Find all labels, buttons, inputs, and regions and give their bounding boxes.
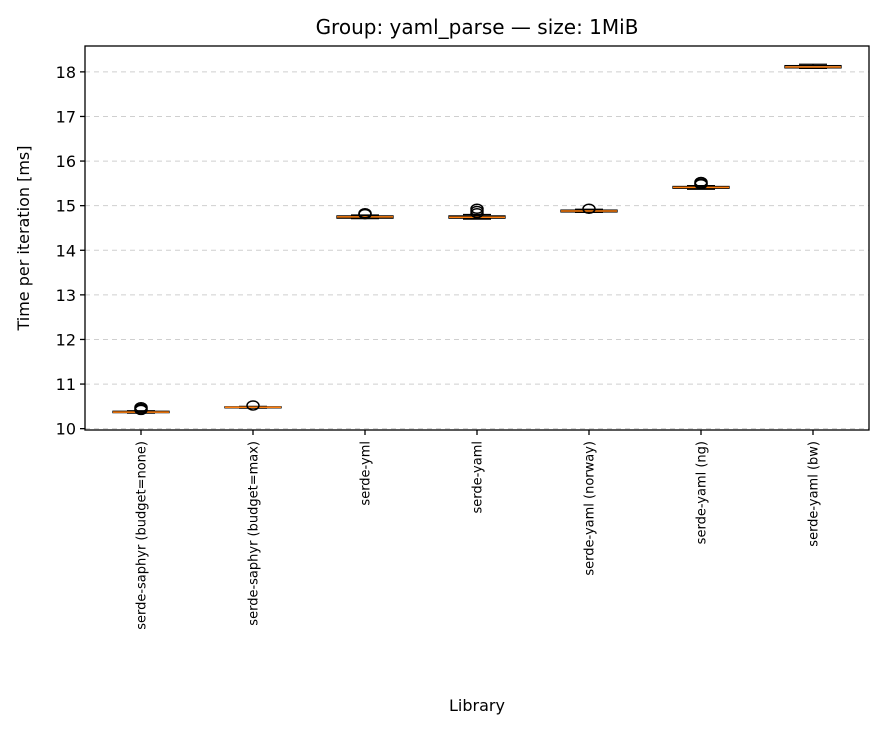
chart-title: Group: yaml_parse — size: 1MiB — [316, 15, 639, 39]
y-axis-ticks: 10 11 12 13 14 15 16 17 18 — [56, 63, 85, 439]
flier-4-0 — [582, 203, 596, 215]
x-axis-ticks: serde-saphyr (budget=none) serde-saphyr (… — [135, 430, 822, 630]
flier-2-1 — [358, 207, 372, 219]
box-4 — [560, 203, 618, 215]
box-6 — [784, 63, 842, 69]
y-tick-label-13: 13 — [56, 286, 76, 305]
y-tick-label-17: 17 — [56, 107, 76, 126]
x-tick-label-3: serde-yaml — [471, 441, 486, 514]
plot-frame — [84, 45, 870, 431]
y-tick-label-11: 11 — [56, 375, 76, 394]
y-tick-label-10: 10 — [56, 420, 76, 439]
boxes — [112, 63, 842, 416]
flier-0-2 — [134, 402, 148, 413]
y-tick-label-12: 12 — [56, 330, 76, 349]
box-5 — [672, 176, 730, 190]
box-3 — [448, 203, 506, 220]
y-tick-label-18: 18 — [56, 63, 76, 82]
y-tick-label-16: 16 — [56, 152, 76, 171]
x-tick-label-4: serde-yaml (norway) — [583, 441, 598, 576]
box-1 — [224, 400, 282, 411]
y-tick-label-14: 14 — [56, 241, 76, 260]
x-axis-label: Library — [449, 696, 505, 715]
x-tick-label-6: serde-yaml (bw) — [807, 441, 822, 547]
box-0 — [112, 402, 170, 416]
x-tick-label-5: serde-yaml (ng) — [695, 441, 710, 544]
x-tick-label-2: serde-yml — [359, 441, 374, 506]
box-2 — [336, 207, 394, 220]
flier-1-0 — [246, 400, 260, 411]
x-tick-label-0: serde-saphyr (budget=none) — [135, 441, 150, 630]
flier-5-2 — [694, 176, 708, 188]
flier-3-2 — [470, 203, 484, 215]
grid-lines — [85, 71, 869, 430]
y-tick-label-15: 15 — [56, 197, 76, 216]
y-axis-label: Time per iteration [ms] — [14, 146, 33, 332]
x-tick-label-1: serde-saphyr (budget=max) — [247, 441, 262, 626]
